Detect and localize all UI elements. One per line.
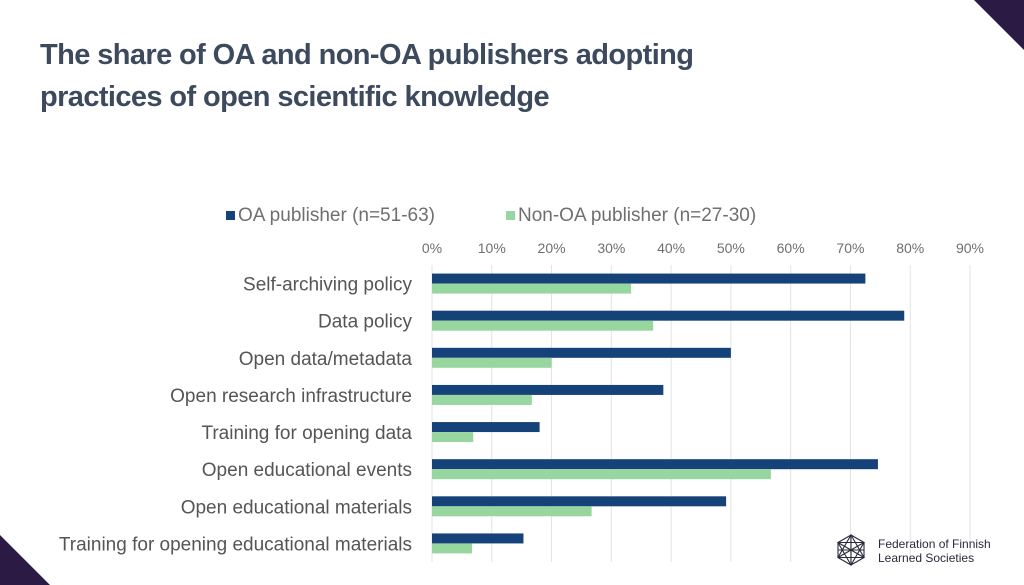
category-label: Training for opening educational materia…: [59, 534, 412, 555]
logo: Federation of Finnish Learned Societies: [834, 533, 1014, 569]
bar-non-oa: [432, 432, 474, 443]
x-tick-label: 80%: [896, 240, 924, 256]
bar-oa: [432, 310, 905, 321]
category-label: Self-archiving policy: [243, 275, 412, 296]
bar-non-oa: [432, 469, 771, 480]
bar-non-oa: [432, 506, 592, 517]
bar-oa: [432, 347, 731, 358]
page-title-line-2: practices of open scientific knowledge: [40, 81, 550, 113]
bar-oa: [432, 496, 727, 507]
category-label: Open research infrastructure: [170, 386, 412, 407]
x-tick-label: 40%: [657, 240, 685, 256]
bar-oa: [432, 533, 524, 544]
legend-label: Non-OA publisher (n=27-30): [518, 205, 756, 226]
logo-text-line-2: Learned Societies: [878, 551, 975, 565]
bar-non-oa: [432, 357, 552, 368]
bar-non-oa: [432, 543, 473, 554]
network-star-icon: [837, 533, 865, 567]
bar-oa: [432, 273, 866, 284]
page-title-line-1: The share of OA and non-OA publishers ad…: [40, 39, 694, 71]
bar-oa: [432, 422, 540, 433]
x-tick-label: 30%: [597, 240, 625, 256]
bar-oa: [432, 384, 664, 395]
category-label: Open educational events: [202, 460, 412, 481]
logo-text-line-1: Federation of Finnish: [878, 537, 991, 551]
x-tick-label: 0%: [422, 240, 442, 256]
legend-swatch: [226, 211, 235, 220]
page-title: The share of OA and non-OA publishers ad…: [40, 34, 760, 118]
x-tick-label: 90%: [956, 240, 984, 256]
bar-non-oa: [432, 394, 532, 405]
bar-non-oa: [432, 320, 654, 331]
category-label: Training for opening data: [201, 423, 412, 444]
category-label: Open data/metadata: [239, 349, 413, 370]
bar-oa: [432, 459, 878, 470]
x-tick-label: 70%: [836, 240, 864, 256]
bar-non-oa: [432, 283, 632, 294]
x-tick-label: 20%: [538, 240, 566, 256]
legend-swatch: [506, 211, 515, 220]
category-label: Open educational materials: [181, 497, 412, 518]
legend-label: OA publisher (n=51-63): [238, 205, 435, 226]
x-tick-label: 60%: [777, 240, 805, 256]
x-tick-label: 50%: [717, 240, 745, 256]
x-tick-label: 10%: [478, 240, 506, 256]
logo-text: Federation of Finnish Learned Societies: [878, 537, 991, 565]
category-label: Data policy: [318, 312, 412, 333]
